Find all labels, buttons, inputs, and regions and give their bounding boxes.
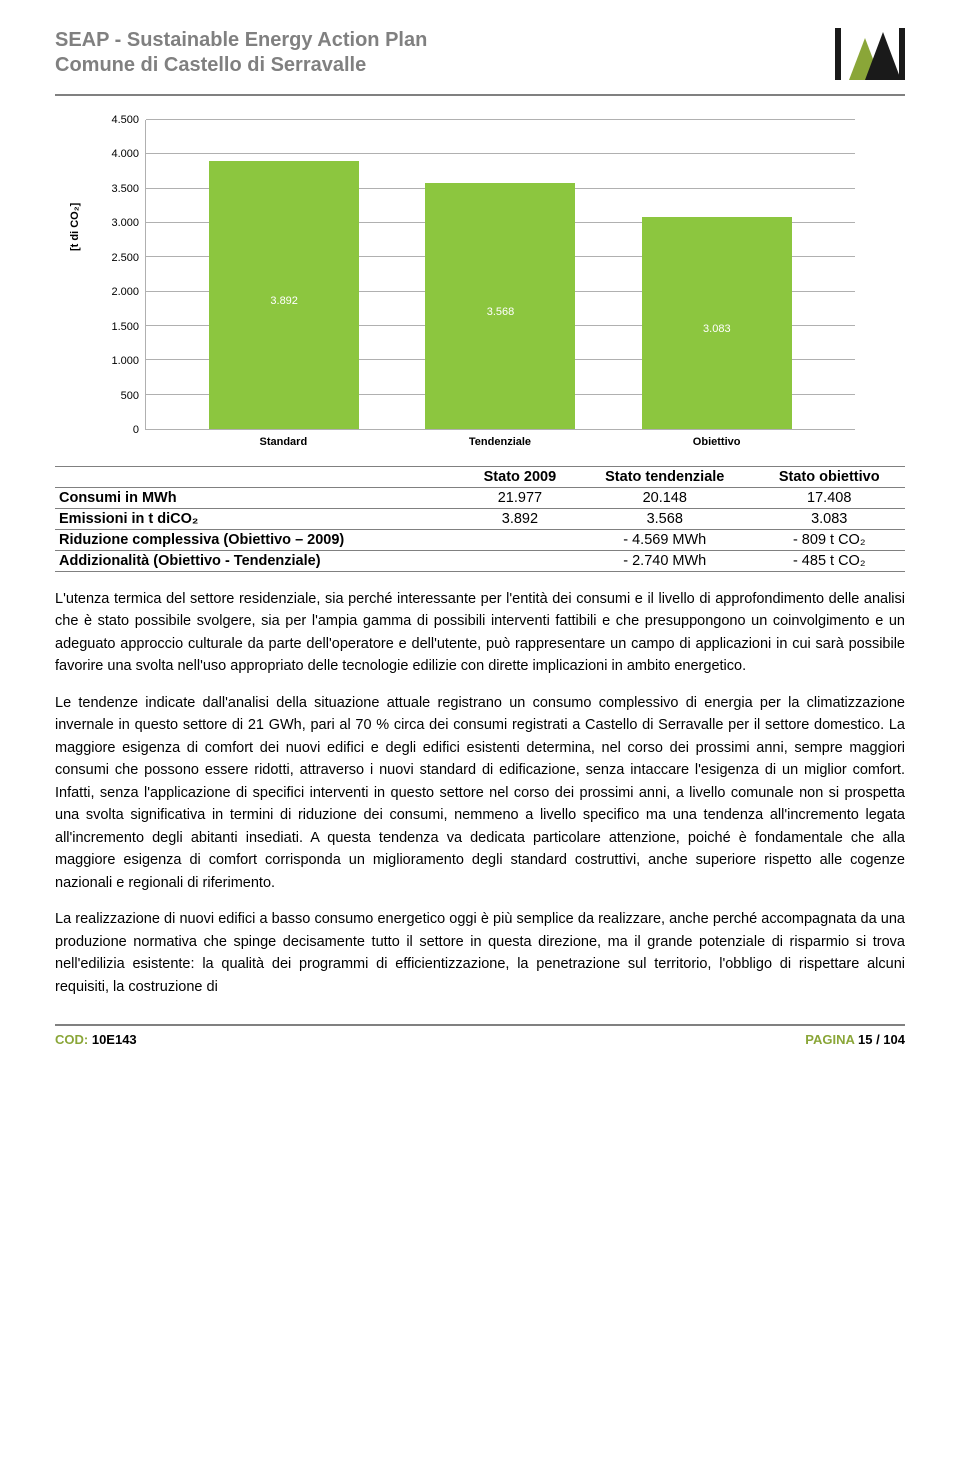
row-label: Emissioni in t diCO₂ bbox=[59, 511, 198, 527]
cell bbox=[464, 530, 576, 551]
page-footer: COD: 10E143 PAGINA 15 / 104 bbox=[55, 1032, 905, 1047]
cell: 17.408 bbox=[753, 488, 905, 509]
bar-tendenziale: 3.568 bbox=[425, 183, 575, 429]
table-row: Emissioni in t diCO₂ 3.892 3.568 3.083 bbox=[55, 509, 905, 530]
page-value: 15 / 104 bbox=[858, 1032, 905, 1047]
row-label: Consumi in MWh bbox=[59, 490, 177, 506]
footer-divider bbox=[55, 1024, 905, 1026]
page-header: SEAP - Sustainable Energy Action Plan Co… bbox=[55, 28, 905, 88]
y-tick: 1.500 bbox=[111, 321, 139, 333]
emissions-chart: [t di CO₂] 0 500 1.000 1.500 2.000 2.500… bbox=[95, 120, 855, 448]
table-header-row: Stato 2009 Stato tendenziale Stato obiet… bbox=[55, 467, 905, 488]
cell: - 2.740 MWh bbox=[576, 551, 753, 572]
table-row: Addizionalità (Obiettivo - Tendenziale) … bbox=[55, 551, 905, 572]
y-tick: 0 bbox=[133, 424, 139, 436]
body-text: L'utenza termica del settore residenzial… bbox=[55, 588, 905, 998]
x-axis: Standard Tendenziale Obiettivo bbox=[145, 430, 855, 448]
logo bbox=[835, 28, 905, 88]
y-axis-label: [t di CO₂] bbox=[69, 203, 81, 251]
logo-bar-right bbox=[899, 28, 905, 80]
cod-label: COD: bbox=[55, 1032, 88, 1047]
header-divider bbox=[55, 94, 905, 96]
x-tick: Obiettivo bbox=[642, 436, 792, 448]
row-label: Addizionalità (Obiettivo - Tendenziale) bbox=[59, 553, 321, 569]
table-header: Stato tendenziale bbox=[576, 467, 753, 488]
paragraph: L'utenza termica del settore residenzial… bbox=[55, 588, 905, 678]
cell: 3.892 bbox=[464, 509, 576, 530]
y-tick: 4.500 bbox=[111, 114, 139, 126]
paragraph: La realizzazione di nuovi edifici a bass… bbox=[55, 908, 905, 998]
y-tick: 500 bbox=[121, 390, 139, 402]
logo-bar-left bbox=[835, 28, 841, 80]
footer-cod: COD: 10E143 bbox=[55, 1032, 137, 1047]
table-row: Consumi in MWh 21.977 20.148 17.408 bbox=[55, 488, 905, 509]
cell: - 485 t CO₂ bbox=[753, 551, 905, 572]
bar-standard: 3.892 bbox=[209, 161, 359, 429]
x-tick: Standard bbox=[208, 436, 358, 448]
summary-table: Stato 2009 Stato tendenziale Stato obiet… bbox=[55, 466, 905, 572]
y-axis: [t di CO₂] 0 500 1.000 1.500 2.000 2.500… bbox=[95, 120, 145, 430]
y-tick: 2.500 bbox=[111, 252, 139, 264]
table-header bbox=[55, 467, 464, 488]
page-label: PAGINA bbox=[805, 1032, 854, 1047]
row-label: Riduzione complessiva (Obiettivo – 2009) bbox=[59, 532, 344, 548]
chart-plot: 3.892 3.568 3.083 bbox=[145, 120, 855, 430]
cell: - 4.569 MWh bbox=[576, 530, 753, 551]
x-tick: Tendenziale bbox=[425, 436, 575, 448]
doc-subtitle: Comune di Castello di Serravalle bbox=[55, 53, 427, 78]
bar-value-label: 3.083 bbox=[642, 323, 792, 335]
cell: - 809 t CO₂ bbox=[753, 530, 905, 551]
bar-group: 3.892 3.568 3.083 bbox=[146, 120, 855, 429]
paragraph: Le tendenze indicate dall'analisi della … bbox=[55, 692, 905, 894]
header-text: SEAP - Sustainable Energy Action Plan Co… bbox=[55, 28, 427, 78]
bar-value-label: 3.892 bbox=[209, 295, 359, 307]
y-tick: 1.000 bbox=[111, 355, 139, 367]
cell: 20.148 bbox=[576, 488, 753, 509]
table-header: Stato obiettivo bbox=[753, 467, 905, 488]
doc-title: SEAP - Sustainable Energy Action Plan bbox=[55, 28, 427, 53]
cell: 3.568 bbox=[576, 509, 753, 530]
y-tick: 4.000 bbox=[111, 148, 139, 160]
cell: 3.083 bbox=[753, 509, 905, 530]
bar-obiettivo: 3.083 bbox=[642, 217, 792, 429]
cell: 21.977 bbox=[464, 488, 576, 509]
footer-page: PAGINA 15 / 104 bbox=[805, 1032, 905, 1047]
table-row: Riduzione complessiva (Obiettivo – 2009)… bbox=[55, 530, 905, 551]
y-tick: 3.500 bbox=[111, 183, 139, 195]
cod-value: 10E143 bbox=[92, 1032, 137, 1047]
y-tick: 3.000 bbox=[111, 217, 139, 229]
y-tick: 2.000 bbox=[111, 286, 139, 298]
table-header: Stato 2009 bbox=[464, 467, 576, 488]
bar-value-label: 3.568 bbox=[425, 306, 575, 318]
cell bbox=[464, 551, 576, 572]
